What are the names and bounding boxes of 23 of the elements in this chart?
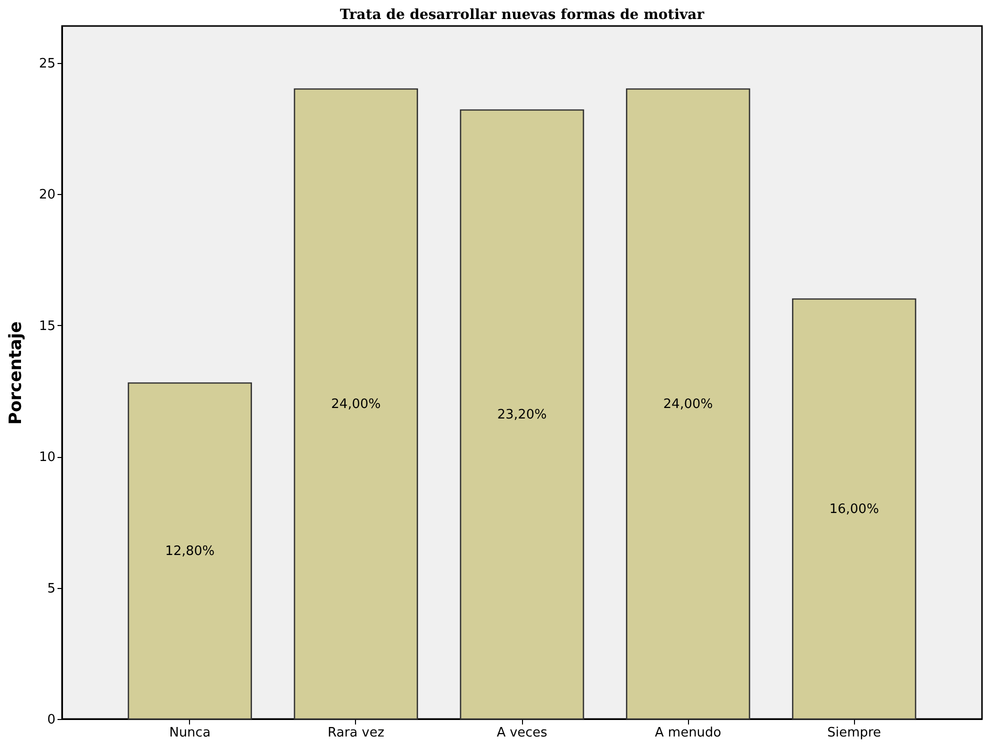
bar [626,88,750,720]
x-tick-label: A veces [496,726,548,740]
data-label: 24,00% [663,397,713,412]
x-tick-label: A menudo [654,726,722,740]
bar [792,298,916,720]
chart-title: Trata de desarrollar nuevas formas de motivar [340,7,705,23]
bar [460,109,584,720]
y-tick-label: 10 [38,450,56,465]
y-tick-label: 15 [38,318,56,334]
bar [294,88,418,720]
x-tick-label: Siempre [827,726,882,740]
y-tick-label: 5 [47,581,56,596]
x-tick-label: Nunca [169,726,211,740]
y-tick-label: 25 [38,56,56,72]
x-tick-label: Rara vez [328,726,384,740]
data-label: 24,00% [331,397,381,412]
data-label: 23,20% [497,408,547,422]
y-tick-label: 20 [38,188,56,202]
y-tick-label: 0 [47,712,56,728]
data-label: 12,80% [165,544,215,559]
bar [128,382,252,720]
y-axis-title: Porcentaje [6,321,26,425]
data-label: 16,00% [829,502,879,517]
